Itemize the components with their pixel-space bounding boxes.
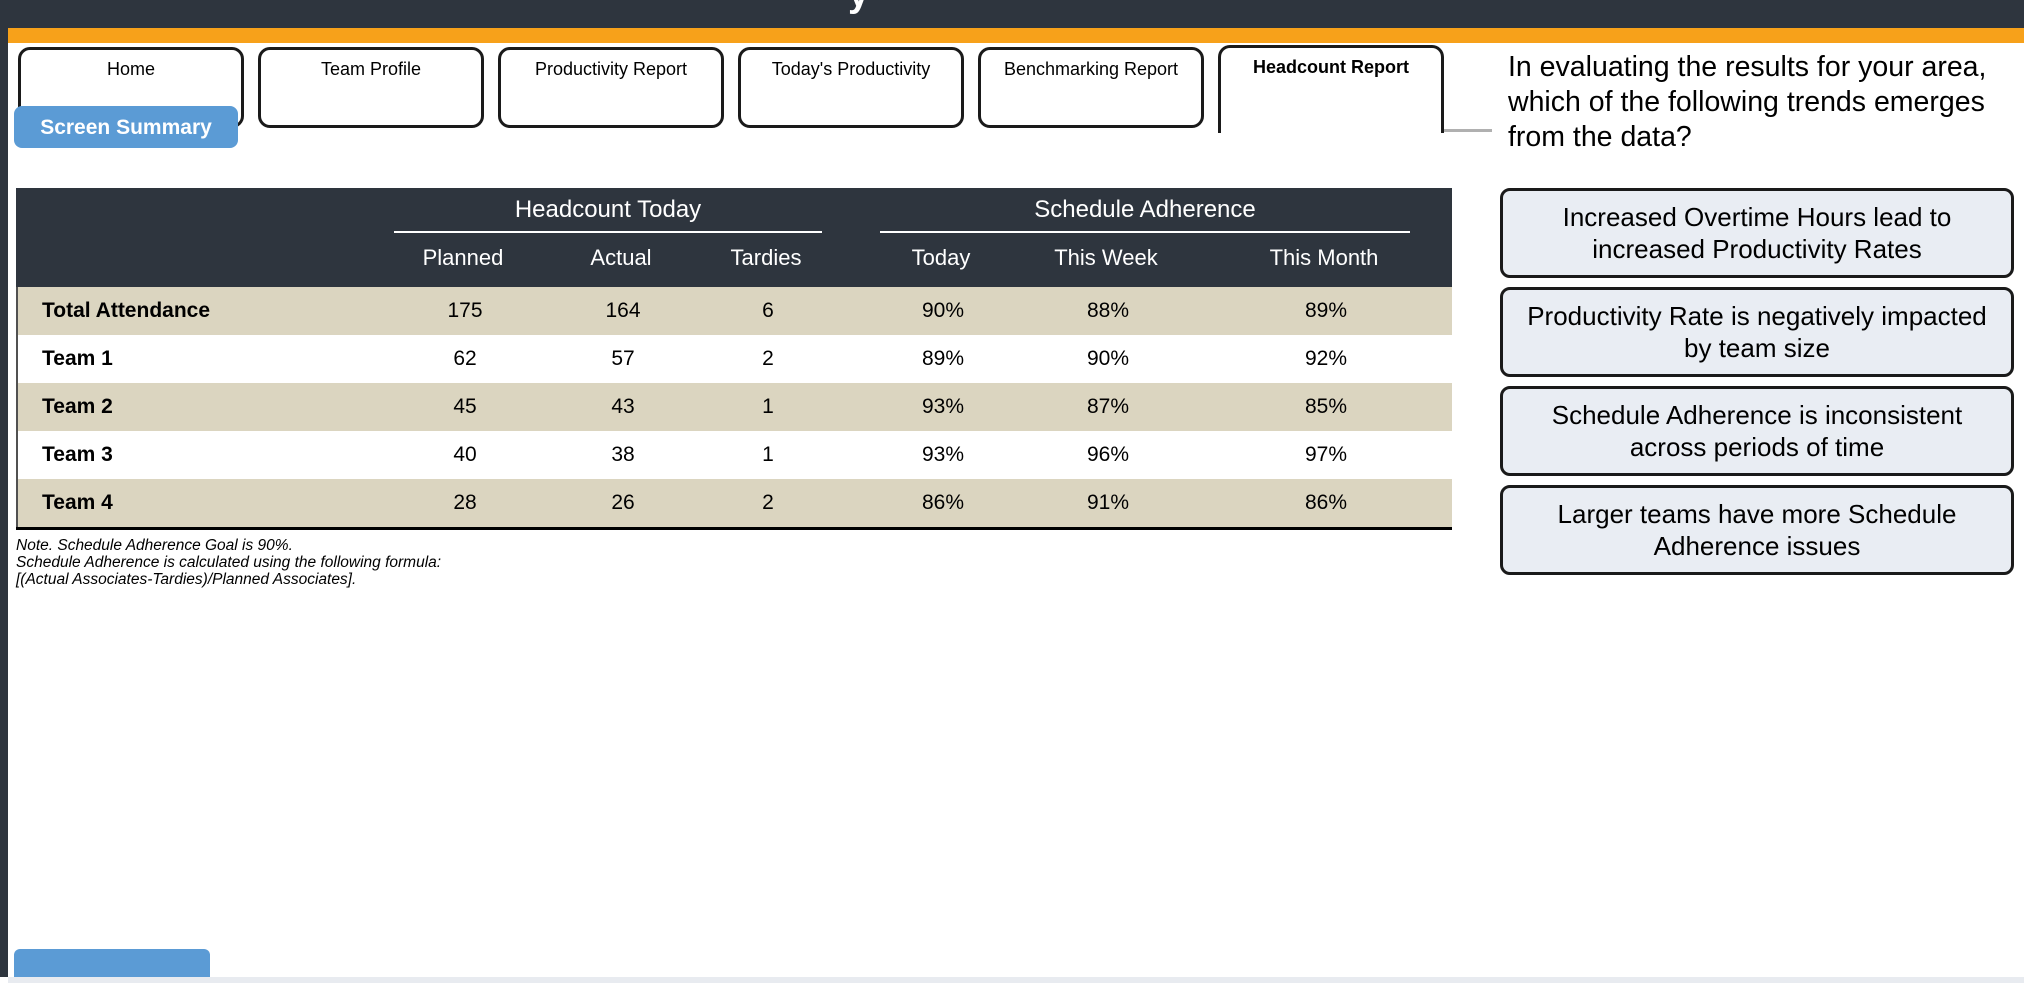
table-header: Headcount Today Schedule Adherence Plann…: [16, 188, 1452, 287]
answer-option-3[interactable]: Schedule Adherence is inconsistent acros…: [1500, 386, 2014, 476]
table-row-team-2: Team 2 45 43 1 93% 87% 85%: [16, 383, 1452, 431]
tab-productivity-report[interactable]: Productivity Report: [498, 47, 724, 128]
column-header-actual: Actual: [590, 245, 652, 270]
column-header-planned: Planned: [422, 245, 504, 270]
column-header-this-month: This Month: [1269, 245, 1379, 270]
row-label: Team 3: [42, 443, 113, 466]
tab-headcount-report[interactable]: Headcount Report: [1218, 45, 1444, 133]
note-line: Schedule Adherence is calculated using t…: [16, 554, 442, 571]
left-edge-strip: [0, 0, 8, 977]
bottom-scrollbar-track[interactable]: [8, 977, 2024, 983]
table-bottom-border: [16, 527, 1452, 530]
tab-team-profile[interactable]: Team Profile: [258, 47, 484, 128]
question-text: In evaluating the results for your area,…: [1508, 51, 1987, 153]
row-label: Team 1: [42, 347, 113, 370]
note-line: Note. Schedule Adherence Goal is 90%.: [16, 537, 293, 554]
bottom-partial-button[interactable]: [14, 949, 210, 977]
note-line: [(Actual Associates-Tardies)/Planned Ass…: [16, 571, 357, 588]
tab-benchmarking-report[interactable]: Benchmarking Report: [978, 47, 1204, 128]
table-notes: Note. Schedule Adherence Goal is 90%. Sc…: [16, 537, 1452, 588]
answer-option-4[interactable]: Larger teams have more Schedule Adherenc…: [1500, 485, 2014, 575]
table-row-team-3: Team 3 40 38 1 93% 96% 97%: [16, 431, 1452, 479]
answer-options: Increased Overtime Hours lead to increas…: [1500, 188, 2014, 584]
column-header-this-week: This Week: [1054, 245, 1158, 270]
tab-strip-baseline: [1444, 129, 1492, 132]
group-header-headcount-today: Headcount Today: [380, 188, 836, 236]
tab-todays-productivity[interactable]: Today's Productivity: [738, 47, 964, 128]
top-title-bar: y: [0, 0, 2024, 28]
row-label: Team 2: [42, 395, 113, 418]
column-header-today: Today: [911, 245, 971, 270]
row-label: Team 4: [42, 491, 113, 514]
column-header-tardies: Tardies: [730, 245, 802, 270]
answer-option-1[interactable]: Increased Overtime Hours lead to increas…: [1500, 188, 2014, 278]
screen-summary-button[interactable]: Screen Summary: [14, 106, 238, 148]
orange-accent-bar: [0, 28, 2024, 43]
partial-title-glyph: y: [848, 0, 869, 16]
tab-strip: Home Team Profile Productivity Report To…: [18, 45, 1444, 133]
table-row-total-attendance: Total Attendance 175 164 6 90% 88% 89%: [16, 287, 1452, 335]
table-row-team-1: Team 1 62 57 2 89% 90% 92%: [16, 335, 1452, 383]
group-header-schedule-adherence: Schedule Adherence: [866, 188, 1452, 236]
row-label: Total Attendance: [42, 299, 211, 322]
table-row-team-4: Team 4 28 26 2 86% 91% 86%: [16, 479, 1452, 527]
headcount-table: Headcount Today Schedule Adherence Plann…: [16, 188, 1452, 588]
answer-option-2[interactable]: Productivity Rate is negatively impacted…: [1500, 287, 2014, 377]
